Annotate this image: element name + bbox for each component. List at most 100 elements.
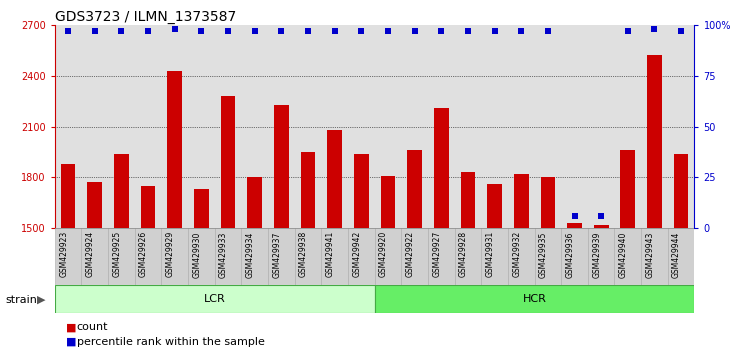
Bar bbox=[434, 108, 449, 354]
Text: GSM429942: GSM429942 bbox=[352, 231, 361, 278]
Text: GSM429938: GSM429938 bbox=[299, 231, 308, 278]
Point bbox=[302, 28, 314, 34]
Bar bbox=[327, 130, 342, 354]
Bar bbox=[114, 154, 129, 354]
Text: GSM429931: GSM429931 bbox=[485, 231, 495, 278]
Bar bbox=[274, 104, 289, 354]
Bar bbox=[381, 176, 395, 354]
Point bbox=[569, 213, 580, 219]
Bar bbox=[61, 164, 75, 354]
Bar bbox=[135, 228, 162, 285]
Bar bbox=[647, 55, 662, 354]
Bar bbox=[167, 70, 182, 354]
Text: LCR: LCR bbox=[204, 294, 226, 304]
Text: GSM429930: GSM429930 bbox=[192, 231, 202, 278]
Text: GSM429934: GSM429934 bbox=[246, 231, 254, 278]
Point bbox=[169, 26, 181, 32]
Text: GSM429944: GSM429944 bbox=[672, 231, 681, 278]
Bar bbox=[674, 154, 689, 354]
Text: GSM429924: GSM429924 bbox=[86, 231, 95, 278]
Bar bbox=[188, 228, 215, 285]
Bar bbox=[401, 228, 428, 285]
Text: strain: strain bbox=[6, 295, 38, 305]
Text: GSM429943: GSM429943 bbox=[645, 231, 654, 278]
Point bbox=[675, 28, 687, 34]
Bar bbox=[514, 174, 529, 354]
Point bbox=[196, 28, 208, 34]
Point bbox=[622, 28, 634, 34]
Bar bbox=[461, 172, 475, 354]
Bar bbox=[588, 228, 615, 285]
Bar bbox=[508, 228, 534, 285]
Point bbox=[222, 28, 234, 34]
Text: GSM429920: GSM429920 bbox=[379, 231, 388, 278]
Text: GSM429926: GSM429926 bbox=[139, 231, 148, 278]
Text: ▶: ▶ bbox=[37, 295, 46, 305]
Bar bbox=[594, 225, 608, 354]
Text: GSM429937: GSM429937 bbox=[273, 231, 281, 278]
Text: GSM429922: GSM429922 bbox=[406, 231, 414, 277]
Bar bbox=[354, 154, 368, 354]
Point bbox=[115, 28, 127, 34]
Point bbox=[462, 28, 474, 34]
Bar bbox=[221, 96, 235, 354]
Text: GDS3723 / ILMN_1373587: GDS3723 / ILMN_1373587 bbox=[55, 10, 236, 24]
Bar bbox=[481, 228, 508, 285]
Point bbox=[515, 28, 527, 34]
Text: GSM429939: GSM429939 bbox=[592, 231, 601, 278]
Bar bbox=[540, 177, 556, 354]
Bar bbox=[268, 228, 295, 285]
Bar bbox=[534, 228, 561, 285]
Bar bbox=[247, 177, 262, 354]
Text: count: count bbox=[77, 322, 108, 332]
Bar bbox=[621, 150, 635, 354]
Text: GSM429941: GSM429941 bbox=[326, 231, 335, 278]
Text: GSM429928: GSM429928 bbox=[459, 231, 468, 277]
Bar bbox=[295, 228, 322, 285]
Point bbox=[89, 28, 101, 34]
Text: GSM429940: GSM429940 bbox=[619, 231, 628, 278]
Bar bbox=[300, 152, 315, 354]
Point bbox=[62, 28, 74, 34]
Text: GSM429933: GSM429933 bbox=[219, 231, 228, 278]
Text: GSM429929: GSM429929 bbox=[166, 231, 175, 278]
Bar bbox=[322, 228, 348, 285]
Bar bbox=[428, 228, 455, 285]
Bar bbox=[374, 228, 401, 285]
Bar bbox=[488, 184, 502, 354]
Point bbox=[329, 28, 341, 34]
Bar bbox=[81, 228, 108, 285]
Text: GSM429925: GSM429925 bbox=[113, 231, 121, 278]
FancyBboxPatch shape bbox=[55, 285, 374, 313]
Bar bbox=[194, 189, 209, 354]
Point bbox=[355, 28, 367, 34]
Point bbox=[489, 28, 501, 34]
Bar bbox=[55, 228, 81, 285]
Text: ■: ■ bbox=[66, 322, 76, 332]
Bar bbox=[615, 228, 641, 285]
Text: GSM429935: GSM429935 bbox=[539, 231, 548, 278]
Text: ■: ■ bbox=[66, 337, 76, 347]
Bar bbox=[241, 228, 268, 285]
Bar bbox=[88, 182, 102, 354]
Text: GSM429923: GSM429923 bbox=[59, 231, 68, 278]
Text: GSM429927: GSM429927 bbox=[432, 231, 442, 278]
Point bbox=[542, 28, 553, 34]
Bar bbox=[668, 228, 694, 285]
Bar bbox=[348, 228, 374, 285]
Point bbox=[382, 28, 394, 34]
Text: GSM429936: GSM429936 bbox=[566, 231, 575, 278]
Bar bbox=[407, 150, 422, 354]
Point bbox=[143, 28, 154, 34]
Bar bbox=[162, 228, 188, 285]
Point bbox=[436, 28, 447, 34]
Bar bbox=[108, 228, 135, 285]
Point bbox=[595, 213, 607, 219]
Bar bbox=[141, 186, 156, 354]
Text: percentile rank within the sample: percentile rank within the sample bbox=[77, 337, 265, 347]
Point bbox=[648, 26, 660, 32]
Point bbox=[409, 28, 420, 34]
FancyBboxPatch shape bbox=[374, 285, 694, 313]
Point bbox=[249, 28, 260, 34]
Bar bbox=[215, 228, 241, 285]
